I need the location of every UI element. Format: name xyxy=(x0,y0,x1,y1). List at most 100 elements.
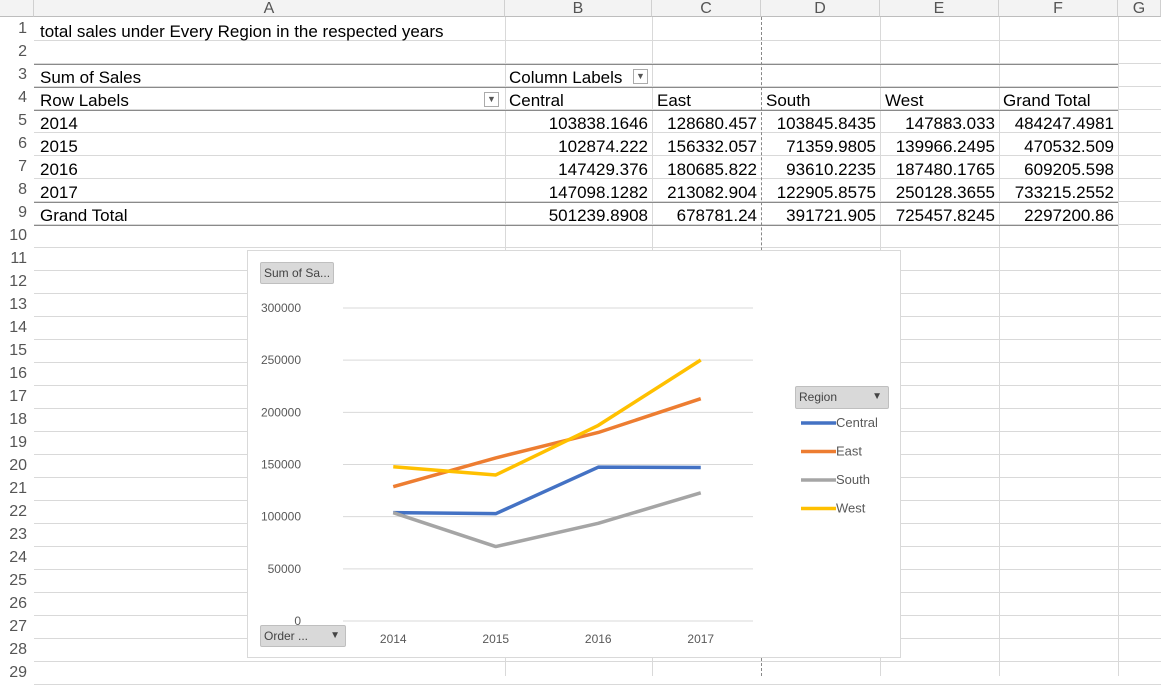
sum-of-sales-field-button[interactable]: Sum of Sa... xyxy=(260,262,334,284)
legend-entry-east[interactable]: East xyxy=(836,444,862,459)
x-tick-label: 2017 xyxy=(687,632,714,646)
pivot-value-label[interactable]: Sum of Sales xyxy=(40,68,142,87)
pivot-row-label[interactable]: 2016 xyxy=(40,160,78,179)
row-header[interactable]: 9 xyxy=(18,204,27,221)
pivot-value-cell[interactable]: 250128.3655 xyxy=(895,183,995,202)
series-line-west[interactable] xyxy=(393,358,702,477)
pivot-value-cell[interactable]: 147429.376 xyxy=(558,160,648,179)
grand-total-cell[interactable]: 678781.24 xyxy=(676,206,757,225)
grand-total-cell[interactable]: 2297200.86 xyxy=(1024,206,1114,225)
row-header[interactable]: 3 xyxy=(18,66,27,83)
row-gridline xyxy=(34,86,1161,87)
row-header[interactable]: 24 xyxy=(9,549,27,566)
column-header[interactable]: D xyxy=(761,0,880,17)
row-header[interactable]: 27 xyxy=(9,618,27,635)
row-header[interactable]: 17 xyxy=(9,388,27,405)
row-gridline xyxy=(34,40,1161,41)
row-gridline xyxy=(34,63,1161,64)
sheet-title[interactable]: total sales under Every Region in the re… xyxy=(40,22,444,41)
pivot-value-cell[interactable]: 609205.598 xyxy=(1024,160,1114,179)
pivot-col-header[interactable]: East xyxy=(657,91,692,110)
row-header[interactable]: 22 xyxy=(9,503,27,520)
row-header[interactable]: 10 xyxy=(9,227,27,244)
grand-total-label[interactable]: Grand Total xyxy=(40,206,128,225)
pivot-value-cell[interactable]: 156332.057 xyxy=(667,137,757,156)
pivot-col-header[interactable]: Central xyxy=(509,91,564,110)
series-line-central[interactable] xyxy=(393,465,701,516)
column-gridline xyxy=(1118,17,1119,676)
row-header[interactable]: 15 xyxy=(9,342,27,359)
column-labels-filter-dropdown[interactable]: ▼ xyxy=(633,69,648,84)
select-all-corner[interactable] xyxy=(0,0,34,17)
row-header[interactable]: 21 xyxy=(9,480,27,497)
grand-total-cell[interactable]: 725457.8245 xyxy=(895,206,995,225)
pivot-value-cell[interactable]: 484247.4981 xyxy=(1014,114,1114,133)
y-tick-label: 100000 xyxy=(261,510,301,524)
region-legend-field-button[interactable]: Region ▼ xyxy=(795,386,889,409)
row-header[interactable]: 1 xyxy=(18,20,27,37)
pivot-value-cell[interactable]: 102874.222 xyxy=(558,137,648,156)
row-header[interactable]: 29 xyxy=(9,664,27,681)
grand-total-cell[interactable]: 391721.905 xyxy=(786,206,876,225)
pivot-row-label[interactable]: 2017 xyxy=(40,183,78,202)
pivot-col-header[interactable]: West xyxy=(885,91,924,110)
y-tick-label: 300000 xyxy=(261,301,301,315)
column-header[interactable]: C xyxy=(652,0,761,17)
pivot-value-cell[interactable]: 103845.8435 xyxy=(776,114,876,133)
pivot-value-cell[interactable]: 213082.904 xyxy=(667,183,757,202)
pivot-value-cell[interactable]: 122905.8575 xyxy=(776,183,876,202)
column-header[interactable]: E xyxy=(880,0,999,17)
row-header[interactable]: 19 xyxy=(9,434,27,451)
row-gridline xyxy=(34,661,1161,662)
pivot-row-labels[interactable]: Row Labels xyxy=(40,91,129,110)
order-date-field-button[interactable]: Order ... ▼ xyxy=(260,625,346,647)
row-header[interactable]: 18 xyxy=(9,411,27,428)
row-header[interactable]: 6 xyxy=(18,135,27,152)
pivot-value-cell[interactable]: 103838.1646 xyxy=(548,114,648,133)
row-header[interactable]: 14 xyxy=(9,319,27,336)
series-line-south[interactable] xyxy=(392,491,702,549)
row-header[interactable]: 11 xyxy=(10,250,27,267)
pivot-value-cell[interactable]: 71359.9805 xyxy=(786,137,876,156)
pivot-row-label[interactable]: 2015 xyxy=(40,137,78,156)
y-tick-label: 150000 xyxy=(261,458,301,472)
row-header[interactable]: 16 xyxy=(9,365,27,382)
chevron-down-icon: ▼ xyxy=(872,391,882,402)
row-header[interactable]: 23 xyxy=(9,526,27,543)
pivot-col-header[interactable]: Grand Total xyxy=(1003,91,1091,110)
pivot-value-cell[interactable]: 147098.1282 xyxy=(548,183,648,202)
y-tick-label: 250000 xyxy=(261,353,301,367)
column-header[interactable]: B xyxy=(505,0,652,17)
legend-entry-central[interactable]: Central xyxy=(836,415,878,430)
pivot-value-cell[interactable]: 147883.033 xyxy=(905,114,995,133)
column-header[interactable]: A xyxy=(34,0,505,17)
row-header[interactable]: 28 xyxy=(9,641,27,658)
pivot-row-label[interactable]: 2014 xyxy=(40,114,78,133)
pivot-value-cell[interactable]: 93610.2235 xyxy=(786,160,876,179)
row-labels-filter-dropdown[interactable]: ▼ xyxy=(484,92,499,107)
pivot-value-cell[interactable]: 180685.822 xyxy=(667,160,757,179)
pivot-chart[interactable]: Sum of Sa... Order ... ▼ Region ▼ 0 50000… xyxy=(247,250,901,658)
row-header[interactable]: 2 xyxy=(18,43,27,60)
row-header[interactable]: 13 xyxy=(9,296,27,313)
legend-entry-west[interactable]: West xyxy=(836,501,866,516)
pivot-value-cell[interactable]: 733215.2552 xyxy=(1014,183,1114,202)
row-header[interactable]: 7 xyxy=(18,158,27,175)
row-header[interactable]: 25 xyxy=(9,572,27,589)
legend-entry-south[interactable]: South xyxy=(836,472,870,487)
pivot-column-labels[interactable]: Column Labels xyxy=(509,68,623,87)
row-header[interactable]: 5 xyxy=(18,112,27,129)
row-header[interactable]: 8 xyxy=(18,181,27,198)
pivot-value-cell[interactable]: 187480.1765 xyxy=(895,160,995,179)
row-header[interactable]: 4 xyxy=(18,89,27,106)
pivot-value-cell[interactable]: 139966.2495 xyxy=(895,137,995,156)
row-header[interactable]: 12 xyxy=(9,273,27,290)
column-header[interactable]: F xyxy=(999,0,1118,17)
pivot-value-cell[interactable]: 470532.509 xyxy=(1024,137,1114,156)
pivot-col-header[interactable]: South xyxy=(766,91,811,110)
column-header[interactable]: G xyxy=(1118,0,1161,17)
row-header[interactable]: 26 xyxy=(9,595,27,612)
row-header[interactable]: 20 xyxy=(9,457,27,474)
pivot-value-cell[interactable]: 128680.457 xyxy=(667,114,757,133)
grand-total-cell[interactable]: 501239.8908 xyxy=(548,206,648,225)
